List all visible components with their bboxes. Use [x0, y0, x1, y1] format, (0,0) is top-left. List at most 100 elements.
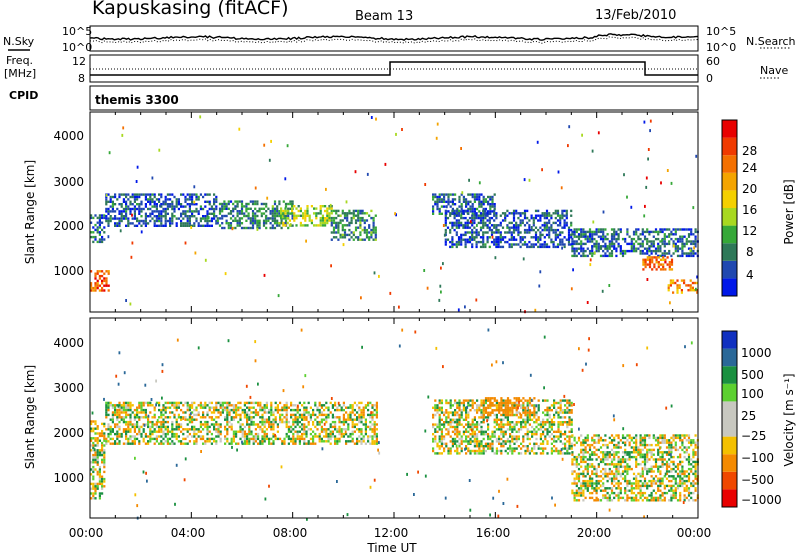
heatmap-cell — [303, 437, 306, 441]
heatmap-cell — [125, 210, 128, 213]
heatmap-cell — [370, 228, 373, 232]
heatmap-cell — [553, 416, 556, 419]
heatmap-cell — [92, 441, 95, 445]
scatter-echo — [460, 147, 462, 150]
heatmap-cell — [617, 496, 620, 500]
heatmap-cell — [604, 242, 607, 246]
heatmap-cell — [90, 422, 93, 426]
heatmap-cell — [635, 228, 638, 231]
heatmap-cell — [228, 420, 231, 424]
heatmap-cell — [316, 420, 319, 424]
heatmap-cell — [586, 230, 589, 234]
heatmap-cell — [291, 214, 294, 218]
heatmap-cell — [101, 279, 104, 283]
heatmap-cell — [202, 207, 205, 211]
heatmap-cell — [218, 202, 222, 206]
heatmap-cell — [630, 245, 633, 248]
heatmap-cell — [241, 423, 244, 426]
heatmap-cell — [573, 247, 576, 250]
heatmap-cell — [621, 470, 625, 473]
heatmap-cell — [501, 245, 505, 249]
heatmap-cell — [473, 442, 476, 445]
heatmap-cell — [144, 212, 147, 215]
heatmap-cell — [591, 436, 594, 440]
heatmap-cell — [559, 224, 562, 227]
heatmap-cell — [495, 452, 498, 455]
heatmap-cell — [186, 401, 189, 405]
heatmap-cell — [94, 482, 97, 486]
heatmap-cell — [475, 245, 478, 249]
heatmap-cell — [602, 458, 605, 461]
heatmap-cell — [580, 472, 583, 476]
heatmap-cell — [608, 436, 611, 440]
heatmap-cell — [345, 428, 348, 431]
heatmap-cell — [584, 249, 587, 253]
heatmap-cell — [138, 195, 141, 199]
heatmap-cell — [524, 425, 527, 429]
heatmap-cell — [436, 195, 439, 199]
heatmap-cell — [584, 242, 587, 246]
heatmap-cell — [371, 437, 374, 441]
heatmap-cell — [254, 411, 257, 414]
heatmap-cell — [111, 404, 114, 407]
heatmap-cell — [476, 195, 479, 199]
heatmap-cell — [580, 228, 583, 231]
heatmap-cell — [116, 418, 119, 421]
heatmap-cell — [370, 209, 373, 213]
heatmap-cell — [335, 236, 338, 239]
heatmap-cell — [298, 437, 301, 441]
heatmap-cell — [630, 240, 633, 243]
heatmap-cell — [621, 249, 625, 253]
heatmap-cell — [131, 203, 134, 206]
heatmap-cell — [513, 425, 516, 429]
heatmap-cell — [626, 230, 629, 234]
heatmap-cell — [478, 452, 481, 455]
heatmap-cell — [301, 416, 304, 419]
heatmap-cell — [312, 420, 315, 424]
heatmap-cell — [443, 411, 446, 414]
heatmap-cell — [373, 442, 376, 445]
heatmap-cell — [471, 231, 474, 234]
heatmap-cell — [681, 254, 684, 258]
heatmap-cell — [270, 437, 273, 441]
heatmap-cell — [351, 406, 354, 409]
heatmap-cell — [613, 458, 616, 461]
heatmap-cell — [449, 240, 452, 244]
heatmap-cell — [655, 268, 658, 271]
heatmap-cell — [508, 243, 511, 246]
heatmap-cell — [588, 491, 592, 495]
heatmap-cell — [287, 406, 290, 409]
heatmap-cell — [544, 409, 547, 412]
heatmap-cell — [447, 430, 450, 433]
heatmap-cell — [125, 408, 128, 412]
heatmap-cell — [177, 428, 180, 431]
heatmap-cell — [526, 406, 529, 410]
heatmap-cell — [493, 240, 496, 244]
heatmap-cell — [604, 252, 607, 255]
heatmap-cell — [127, 413, 130, 417]
heatmap-cell — [453, 221, 456, 225]
heatmap-cell — [254, 437, 257, 441]
heatmap-cell — [261, 442, 264, 445]
heatmap-cell — [550, 240, 553, 244]
heatmap-cell — [114, 425, 117, 429]
heatmap-cell — [495, 236, 498, 239]
heatmap-cell — [292, 404, 295, 407]
heatmap-cell — [648, 247, 651, 250]
heatmap-cell — [151, 217, 154, 220]
heatmap-cell — [241, 411, 244, 414]
heatmap-cell — [610, 479, 614, 483]
heatmap-cell — [610, 470, 614, 473]
heatmap-cell — [357, 219, 360, 222]
heatmap-cell — [434, 203, 437, 206]
power-bar-tick-24: 24 — [742, 161, 757, 175]
heatmap-cell — [153, 200, 156, 203]
heatmap-cell — [272, 440, 275, 443]
heatmap-cell — [520, 421, 523, 424]
heatmap-cell — [580, 247, 583, 250]
heatmap-cell — [215, 207, 218, 211]
heatmap-cell — [94, 451, 97, 454]
heatmap-cell — [491, 411, 494, 414]
heatmap-cell — [286, 217, 289, 220]
heatmap-cell — [489, 445, 492, 448]
